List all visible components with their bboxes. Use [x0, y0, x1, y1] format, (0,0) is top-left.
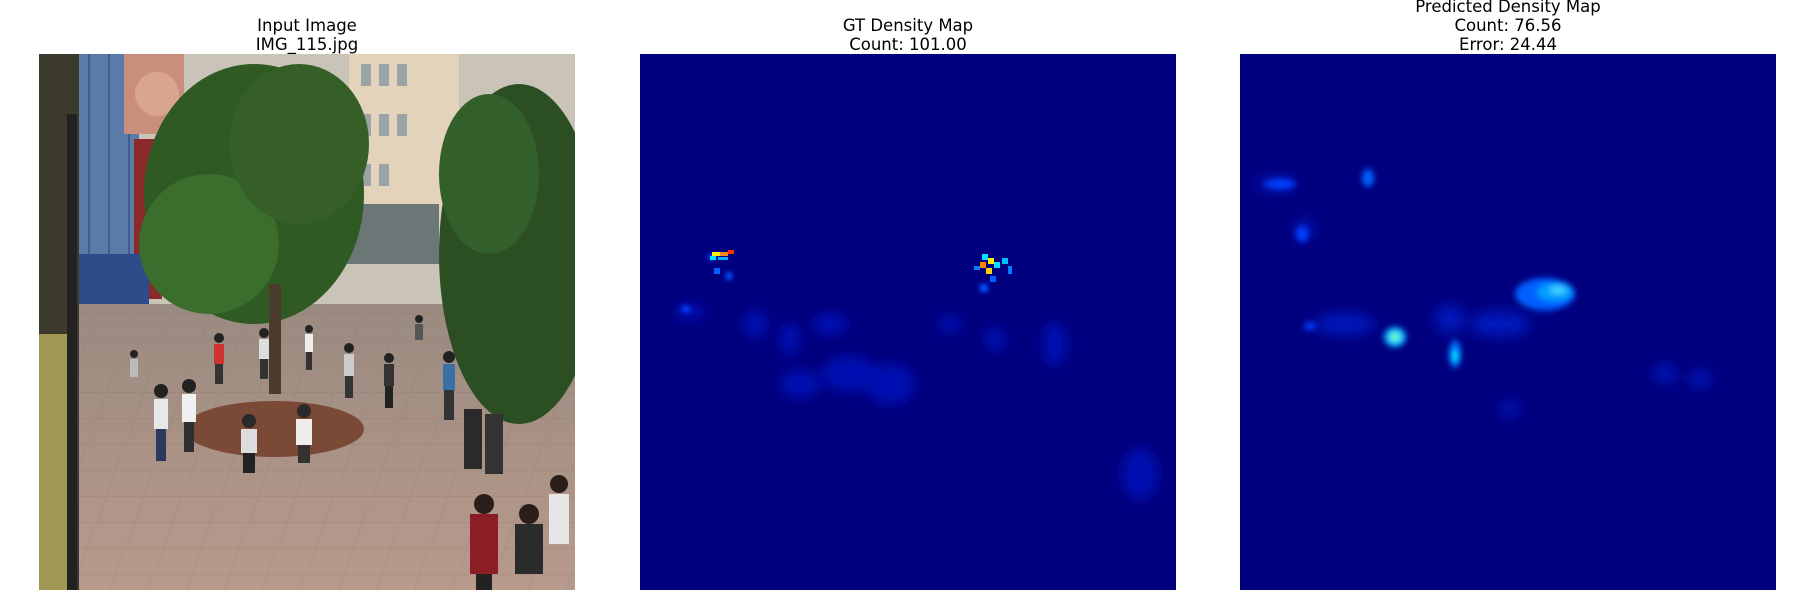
input-image-title: Input Image IMG_115.jpg [39, 16, 575, 54]
predicted-density-error: Error: 24.44 [1459, 35, 1557, 54]
input-image-panel: Input Image IMG_115.jpg [39, 0, 575, 600]
gt-density-count: Count: 101.00 [849, 35, 967, 54]
predicted-density-panel: Predicted Density Map Count: 76.56 Error… [1240, 0, 1776, 600]
input-image-filename: IMG_115.jpg [255, 35, 359, 54]
gt-density-title: GT Density Map Count: 101.00 [640, 16, 1176, 54]
predicted-density-title: Predicted Density Map Count: 76.56 Error… [1240, 0, 1776, 54]
gt-density-panel: GT Density Map Count: 101.00 [640, 0, 1176, 600]
predicted-density-title-line-1: Predicted Density Map [1415, 0, 1601, 16]
predicted-density-count: Count: 76.56 [1454, 16, 1562, 35]
gt-density-title-line-1: GT Density Map [842, 16, 974, 35]
input-image-title-line-1: Input Image [257, 16, 357, 35]
predicted-density-map [1240, 54, 1776, 590]
gt-density-map [640, 54, 1176, 590]
input-image [39, 54, 575, 590]
